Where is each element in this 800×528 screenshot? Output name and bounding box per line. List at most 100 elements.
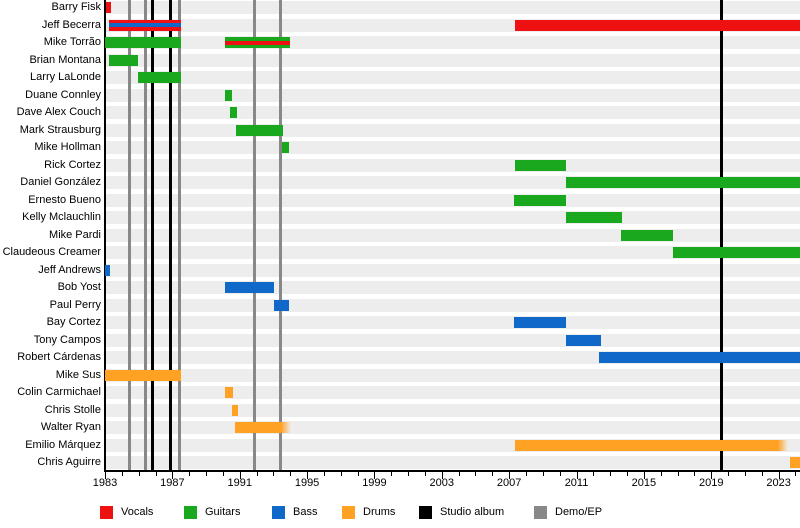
legend-label: Demo/EP (555, 506, 603, 518)
axis-tick (660, 472, 662, 476)
timeline-bar-guitars (137, 72, 181, 83)
axis-tick (728, 472, 730, 476)
member-row-band (106, 158, 800, 172)
axis-tick (222, 472, 224, 476)
axis-tick (593, 472, 595, 476)
member-row-band (106, 71, 800, 84)
demo-ep-line (252, 0, 256, 470)
member-row-band (106, 211, 800, 224)
member-name-label: Jeff Becerra (41, 18, 101, 31)
timeline-bar-bass (514, 317, 567, 328)
axis-tick (677, 472, 679, 476)
timeline-bar-guitars (109, 54, 138, 66)
member-name-label: Colin Carmichael (17, 386, 101, 398)
member-row-band (106, 1, 800, 14)
y-axis-line (104, 0, 106, 472)
axis-tick (189, 472, 191, 476)
timeline-bar-guitars (225, 89, 233, 101)
timeline-bar-guitars (281, 142, 290, 153)
axis-tick (627, 472, 629, 476)
secondary-role-stripe (109, 23, 181, 27)
axis-tick (711, 472, 713, 479)
axis-year-label: 2023 (766, 477, 791, 489)
member-name-label: Tony Campos (33, 333, 101, 346)
timeline-bar-guitars (566, 212, 622, 223)
member-row-band (106, 88, 800, 102)
demo-ep-line (143, 0, 147, 470)
axis-year-label: 2011 (564, 477, 589, 489)
member-row-band (106, 386, 800, 399)
member-row-band (106, 36, 800, 49)
axis-tick (526, 472, 527, 476)
axis-tick (408, 472, 410, 476)
axis-tick (121, 472, 123, 476)
legend-swatch-drums (342, 505, 355, 519)
timeline-bar-guitars (236, 124, 283, 136)
axis-tick (340, 472, 342, 476)
axis-tick (239, 472, 241, 479)
member-name-label: Bay Cortez (46, 316, 101, 328)
legend-label: Bass (293, 506, 318, 518)
legend-swatch-bass (272, 505, 285, 519)
axis-tick (206, 472, 208, 476)
member-name-label: Robert Cárdenas (17, 351, 101, 363)
axis-tick (795, 472, 797, 476)
member-name-label: Ernesto Bueno (28, 193, 101, 206)
axis-year-label: 1983 (92, 477, 118, 489)
timeline-bar-bass (105, 264, 111, 276)
member-name-label: Claudeous Creamer (2, 246, 101, 258)
axis-year-label: 2019 (698, 477, 724, 489)
timeline-bar-guitars-vocals (225, 37, 291, 48)
axis-tick (374, 472, 376, 479)
member-row-band (106, 456, 800, 469)
member-row-band (106, 106, 800, 119)
studio-album-line (169, 0, 173, 470)
timeline-bar-drums (105, 369, 181, 381)
axis-year-label: 2007 (496, 477, 522, 489)
member-row-band (106, 298, 800, 312)
member-name-label: Brian Montana (29, 53, 101, 66)
member-name-label: Larry LaLonde (30, 71, 101, 83)
timeline-bar-guitars (672, 247, 800, 258)
timeline-bar-vocals-bass (109, 19, 181, 31)
member-name-label: Mike Torrão (43, 36, 101, 48)
member-name-label: Chris Aguirre (37, 456, 101, 468)
axis-year-label: 1991 (227, 477, 252, 489)
axis-year-label: 1987 (160, 477, 185, 489)
axis-year-label: 1999 (362, 477, 387, 489)
timeline-bar-guitars (566, 177, 800, 188)
legend-item-drums: Drums (342, 505, 395, 519)
member-name-label: Bob Yost (57, 281, 101, 293)
legend-label: Guitars (205, 506, 241, 518)
member-name-label: Dave Alex Couch (16, 106, 101, 118)
timeline-bar-bass (225, 282, 275, 293)
member-row-band (106, 228, 800, 242)
legend-swatch-guitars (184, 505, 197, 519)
axis-tick (778, 472, 780, 479)
axis-tick (256, 472, 258, 476)
axis-year-label: 2003 (429, 477, 455, 489)
axis-tick (761, 472, 763, 476)
legend-label: Studio album (440, 506, 505, 518)
axis-tick (357, 472, 359, 476)
member-name-label: Kelly Mclauchlin (22, 211, 101, 223)
axis-tick (424, 472, 426, 476)
legend-item-vocals: Vocals (100, 505, 153, 519)
axis-tick (458, 472, 460, 476)
axis-tick (542, 472, 544, 476)
member-row-band (106, 281, 800, 294)
member-name-label: Rick Cortez (44, 158, 101, 171)
member-name-label: Jeff Andrews (38, 263, 101, 276)
axis-tick (323, 472, 325, 476)
legend-swatch-demo_ep (534, 505, 547, 519)
axis-tick (492, 472, 494, 476)
demo-ep-line (127, 0, 131, 470)
timeline-bar-bass (566, 334, 601, 346)
timeline-bar-bass (599, 352, 800, 363)
legend-swatch-studio_album (419, 505, 432, 519)
member-name-label: Duane Connley (25, 88, 101, 101)
legend-swatch-vocals (100, 505, 113, 519)
timeline-bar-guitars (515, 159, 567, 171)
member-name-label: Chris Stolle (44, 403, 101, 416)
axis-tick (273, 472, 275, 476)
